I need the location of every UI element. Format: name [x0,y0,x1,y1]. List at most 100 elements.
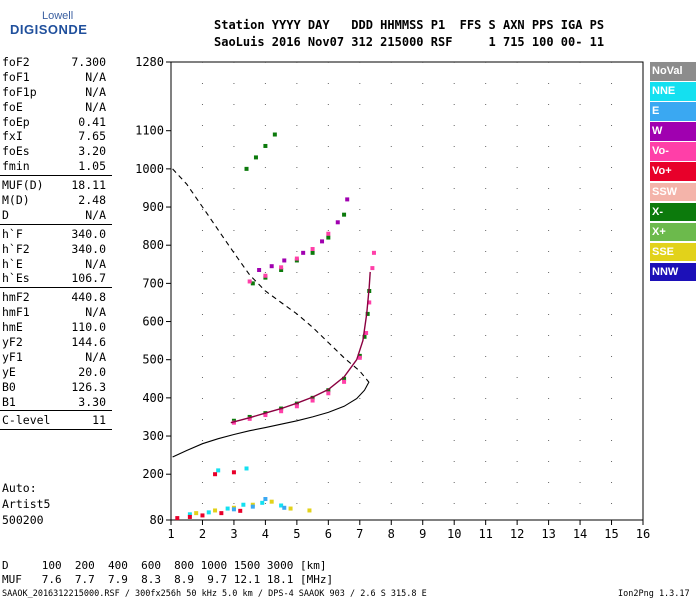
param-divider [0,287,112,289]
grid-dot [296,356,298,357]
grid-dot [359,209,361,210]
footer-distance-row: D 100 200 400 600 800 1000 1500 3000 [km… [2,559,327,572]
grid-dot [422,272,424,273]
grid-dot [359,461,361,462]
grid-dot [264,272,266,273]
grid-dot [579,62,581,63]
grid-dot [548,146,550,147]
grid-dot [233,209,235,210]
grid-dot [264,83,266,84]
grid-dot [422,209,424,210]
grid-dot [611,272,613,273]
grid-dot [611,104,613,105]
grid-dot [422,419,424,420]
grid-dot [516,419,518,420]
grid-dot [611,377,613,378]
grid-dot [296,377,298,378]
grid-dot [485,356,487,357]
param-divider [0,223,112,225]
grid-dot [579,83,581,84]
grid-dot [296,104,298,105]
param-name: MUF(D) [2,178,44,193]
grid-dot [548,125,550,126]
grid-dot [579,440,581,441]
x-tick-label: 3 [230,527,237,541]
grid-dot [453,188,455,189]
grid-dot [296,188,298,189]
param-value: N/A [85,99,106,114]
grid-dot [233,335,235,336]
grid-dot [611,167,613,168]
grid-dot [201,209,203,210]
echo-point [357,355,362,360]
grid-dot [548,83,550,84]
grid-dot [485,62,487,63]
grid-dot [453,503,455,504]
grid-dot [548,377,550,378]
grid-dot [201,62,203,63]
grid-dot [327,440,329,441]
param-row: fxI 7.65 [0,129,112,144]
grid-dot [390,251,392,252]
param-row: hmE 110.0 [0,320,112,335]
grid-dot [327,398,329,399]
param-value: N/A [85,305,106,320]
grid-dot [359,83,361,84]
param-value: 110.0 [71,320,106,335]
grid-dot [201,398,203,399]
grid-dot [422,83,424,84]
grid-dot [359,419,361,420]
grid-dot [201,482,203,483]
grid-dot [516,272,518,273]
grid-dot [233,104,235,105]
echo-point [342,379,347,384]
param-row: foE N/A [0,100,112,115]
param-name: yE [2,364,16,379]
grid-dot [485,146,487,147]
grid-dot [264,377,266,378]
grid-dot [233,188,235,189]
grid-dot [359,377,361,378]
grid-dot [516,377,518,378]
grid-dot [548,398,550,399]
grid-dot [327,377,329,378]
grid-dot [359,188,361,189]
echo-point [294,404,299,409]
grid-dot [264,440,266,441]
param-row: h`F 340.0 [0,227,112,242]
grid-dot [579,272,581,273]
y-tick-label: 300 [142,429,164,443]
grid-dot [264,356,266,357]
grid-dot [359,146,361,147]
grid-dot [422,314,424,315]
y-tick-label: 600 [142,315,164,329]
grid-dot [390,314,392,315]
param-value: N/A [85,84,106,99]
grid-dot [548,419,550,420]
grid-dot [422,62,424,63]
echo-point [345,197,350,202]
grid-dot [390,440,392,441]
param-name: h`F [2,226,23,241]
grid-dot [516,482,518,483]
y-tick-label: 900 [142,200,164,214]
grid-dot [390,503,392,504]
grid-dot [422,461,424,462]
grid-dot [579,335,581,336]
grid-dot [453,62,455,63]
grid-dot [548,293,550,294]
param-value: N/A [85,256,106,271]
grid-dot [233,230,235,231]
grid-dot [201,125,203,126]
echo-point [231,507,236,512]
grid-dot [485,209,487,210]
grid-dot [327,230,329,231]
echo-point [269,499,274,504]
param-row: h`E N/A [0,257,112,272]
echo-point [260,500,265,505]
grid-dot [201,503,203,504]
grid-dot [390,377,392,378]
grid-dot [359,440,361,441]
grid-dot [201,146,203,147]
grid-dot [422,293,424,294]
